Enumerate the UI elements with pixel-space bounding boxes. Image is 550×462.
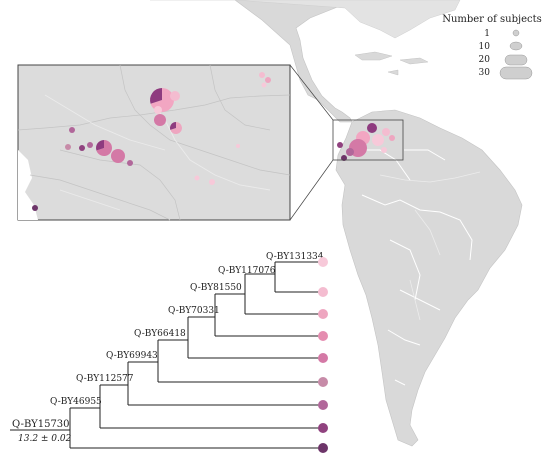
- tree-node-label: Q-BY66418: [134, 329, 186, 339]
- south-america-land: [335, 109, 523, 447]
- inset-marker: [87, 142, 93, 148]
- main-marker: [381, 147, 387, 153]
- country-borders: [360, 149, 473, 386]
- inset-marker: [154, 106, 162, 114]
- main-marker: [337, 142, 343, 148]
- tree-node-label: Q-BY117076: [218, 266, 276, 276]
- inset-marker: [261, 82, 267, 88]
- leaf-dot: [318, 377, 328, 387]
- inset-background: [17, 64, 291, 221]
- tree-root-label: Q-BY15730: [12, 419, 70, 430]
- main-marker: [341, 155, 347, 161]
- leaf-dot: [318, 443, 328, 453]
- tree-labels: Q-BY15730 13.2 ± 0.02 Q-BY46955 Q-BY1125…: [12, 252, 324, 444]
- legend-symbol-30: [499, 66, 533, 80]
- tree-root-date: 13.2 ± 0.02: [18, 434, 72, 444]
- tree-node-label: Q-BY81550: [190, 283, 242, 293]
- main-map-markers: [337, 123, 395, 161]
- inset-marker: [65, 144, 71, 150]
- inset-map: [17, 64, 291, 221]
- inset-marker: [154, 114, 166, 126]
- inset-marker: [69, 127, 75, 133]
- main-map: [150, 0, 523, 447]
- tree-node-label: Q-BY46955: [50, 397, 102, 407]
- inset-connector-bottom: [289, 159, 334, 221]
- legend-title: Number of subjects: [442, 14, 542, 25]
- main-marker: [367, 123, 377, 133]
- leaf-dot: [318, 353, 328, 363]
- inset-marker: [127, 160, 133, 166]
- inset-marker: [79, 145, 85, 151]
- inset-marker: [265, 77, 271, 83]
- pie-slice: [150, 88, 162, 104]
- inset-marker: [259, 72, 265, 78]
- pie-slice: [150, 87, 175, 112]
- legend-symbol-1: [512, 29, 520, 37]
- leaf-dot: [318, 400, 328, 410]
- inset-marker: [32, 205, 38, 211]
- leaf-dot: [318, 331, 328, 341]
- legend-label-1: 1: [484, 29, 490, 39]
- pie-slice: [169, 122, 176, 130]
- pie-marker: [169, 122, 182, 134]
- pie-marker: [95, 140, 112, 156]
- leaf-dot: [318, 309, 328, 319]
- phylogenetic-tree: [10, 261, 322, 449]
- main-marker: [372, 134, 384, 146]
- inset-marker: [236, 144, 240, 148]
- main-marker: [389, 135, 395, 141]
- tree-node-label: Q-BY69943: [106, 351, 158, 361]
- legend-symbol-20: [504, 54, 528, 66]
- inset-marker: [170, 91, 180, 101]
- leaf-dot: [318, 423, 328, 433]
- main-marker: [346, 148, 354, 156]
- leaf-dot: [318, 257, 328, 267]
- pie-marker: [150, 87, 175, 112]
- legend-symbol-10: [509, 41, 523, 51]
- inset-marker: [209, 179, 215, 185]
- legend-label-30: 30: [479, 68, 491, 78]
- legend-label-10: 10: [479, 42, 491, 52]
- pie-slice: [170, 122, 182, 134]
- caribbean-islands: [354, 51, 429, 76]
- inset-locator-box: [332, 119, 404, 161]
- inset-markers: [32, 72, 271, 211]
- inset-marker: [111, 149, 125, 163]
- tree-node-label: Q-BY70331: [168, 306, 220, 316]
- legend-label-20: 20: [479, 55, 491, 65]
- central-america-land: [150, 0, 356, 123]
- tree-leaf-dots: [318, 257, 328, 453]
- inset-connector-top: [289, 64, 334, 121]
- leaf-dot: [318, 287, 328, 297]
- rivers: [379, 171, 481, 321]
- legend: Number of subjects 1 10 20 30: [442, 14, 542, 80]
- tree-node-label: Q-BY112577: [76, 374, 134, 384]
- pie-slice: [96, 140, 112, 156]
- north-america-land: [234, 0, 461, 39]
- inset-ocean: [18, 150, 38, 220]
- pie-slice: [95, 140, 104, 151]
- tree-node-label: Q-BY131334: [266, 252, 324, 262]
- main-marker: [382, 128, 390, 136]
- inset-marker: [194, 175, 200, 181]
